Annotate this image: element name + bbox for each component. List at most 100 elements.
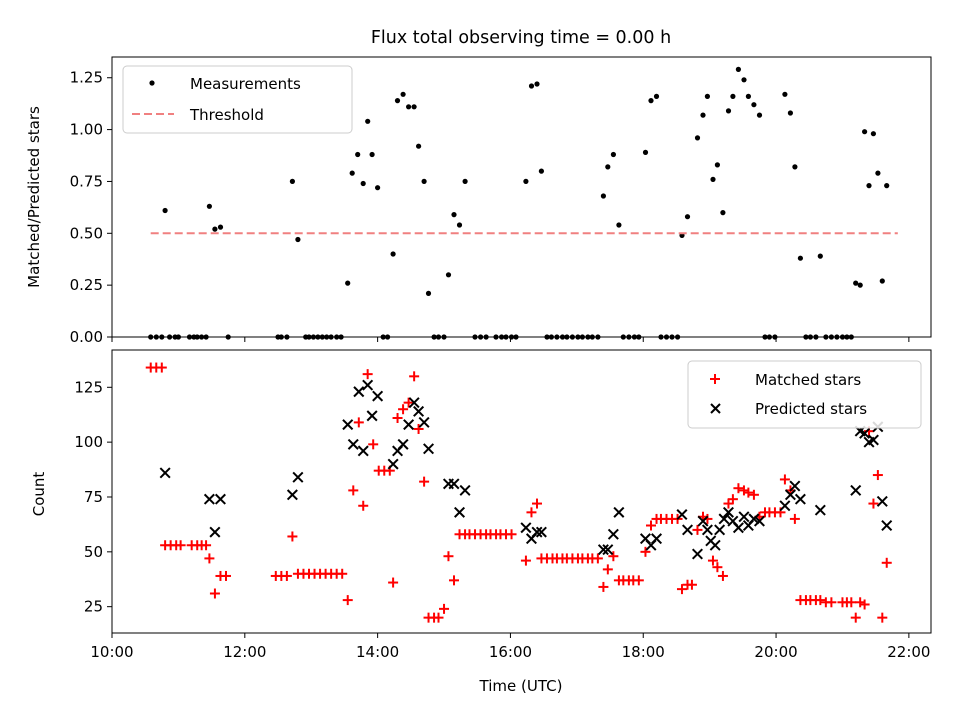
- measurement-point: [206, 203, 212, 209]
- predicted-star-point: [342, 419, 354, 431]
- matched-star-point: [392, 413, 403, 424]
- count-x-axis: 10:00 12:00 14:00 16:00 18:00 20:00 22:00: [90, 633, 930, 661]
- matched-star-point: [859, 599, 870, 610]
- y-tick-label: 75: [84, 488, 103, 506]
- count-y-axis-label: Count: [30, 472, 48, 517]
- predicted-star-point: [535, 526, 547, 538]
- matched-star-point: [592, 553, 603, 564]
- measurement-point: [375, 185, 381, 191]
- matched-star-point: [520, 555, 531, 566]
- y-tick-label: 1.25: [70, 69, 103, 87]
- measurement-point: [792, 164, 798, 170]
- predicted-stars-points: [159, 379, 893, 560]
- ratio-legend: Measurements Threshold: [122, 65, 353, 134]
- measurement-point: [782, 91, 788, 97]
- matched-star-point: [175, 540, 186, 551]
- matched-star-point: [362, 369, 373, 380]
- y-tick-label: 100: [74, 433, 103, 451]
- predicted-star-point: [597, 544, 609, 556]
- matched-star-point: [826, 597, 837, 608]
- count-x-axis-label: Time (UTC): [479, 677, 563, 695]
- measurement-point: [369, 151, 375, 158]
- predicted-star-point: [531, 526, 543, 538]
- y-tick-label: 0.00: [70, 328, 103, 346]
- predicted-star-point: [676, 509, 688, 521]
- matched-star-point: [342, 595, 353, 606]
- measurement-point: [400, 91, 406, 97]
- legend-predicted-marker: [710, 403, 721, 414]
- measurement-point: [605, 164, 611, 170]
- measurement-point: [875, 170, 881, 176]
- predicted-star-point: [403, 419, 415, 431]
- measurement-point: [870, 131, 877, 137]
- matched-star-point: [779, 474, 790, 485]
- x-tick-label: 10:00: [90, 643, 133, 661]
- measurement-point: [797, 255, 804, 261]
- y-tick-label: 0.75: [70, 172, 103, 190]
- x-tick-label: 12:00: [223, 643, 266, 661]
- matched-star-point: [692, 524, 703, 535]
- predicted-star-point: [292, 471, 304, 483]
- measurement-point: [741, 77, 747, 83]
- legend-threshold-label: Threshold: [189, 106, 264, 124]
- predicted-star-point: [387, 458, 399, 470]
- measurement-point: [295, 236, 301, 243]
- measurement-point: [720, 210, 726, 216]
- predicted-star-point: [459, 484, 471, 496]
- count-y-axis: 25 50 75 100 125: [74, 378, 112, 616]
- x-tick-label: 22:00: [887, 643, 930, 661]
- matched-star-point: [433, 612, 444, 623]
- matched-star-point: [403, 397, 414, 408]
- count-legend: Matched stars Predicted stars: [687, 360, 922, 429]
- measurement-point: [751, 102, 757, 108]
- measurement-point: [735, 66, 742, 72]
- predicted-star-point: [423, 443, 435, 455]
- predicted-star-point: [881, 519, 893, 532]
- predicted-star-point: [697, 515, 709, 527]
- measurement-point: [212, 226, 218, 232]
- measurement-point: [642, 149, 649, 155]
- x-tick-label: 14:00: [356, 643, 399, 661]
- measurement-point: [725, 108, 732, 114]
- measurement-point: [745, 93, 752, 99]
- measurement-point: [866, 183, 872, 189]
- predicted-star-point: [209, 526, 221, 538]
- matched-star-point: [598, 581, 609, 592]
- y-tick-label: 125: [74, 378, 103, 396]
- ratio-y-axis: 0.00 0.25 0.50 0.75 1.00 1.25: [70, 69, 112, 346]
- y-tick-label: 50: [84, 543, 103, 561]
- ratio-y-axis-label: Matched/Predicted stars: [25, 106, 43, 288]
- matched-star-point: [815, 595, 826, 606]
- measurement-point: [528, 83, 535, 89]
- predicted-star-point: [613, 506, 625, 518]
- measurement-point: [853, 280, 859, 286]
- measurement-point: [538, 168, 545, 174]
- matched-star-point: [727, 494, 738, 505]
- measurement-point: [879, 278, 885, 284]
- matched-star-point: [398, 404, 409, 415]
- predicted-star-point: [876, 495, 888, 507]
- matched-star-point: [506, 529, 517, 540]
- matched-star-point: [877, 612, 888, 623]
- matched-star-point: [748, 489, 759, 500]
- predicted-star-point: [454, 506, 466, 518]
- predicted-star-point: [784, 489, 796, 501]
- measurement-point: [445, 272, 452, 278]
- measurement-point: [710, 176, 716, 182]
- measurement-point: [406, 104, 412, 110]
- predicted-star-point: [397, 438, 409, 450]
- x-tick-label: 18:00: [622, 643, 665, 661]
- ratio-x-ticks: [111, 337, 910, 342]
- legend-measurements-marker: [149, 80, 155, 86]
- predicted-star-point: [718, 513, 730, 525]
- matched-star-point: [439, 603, 450, 614]
- matched-star-point: [448, 575, 459, 586]
- y-tick-label: 25: [84, 598, 103, 616]
- matched-star-point: [881, 557, 892, 568]
- measurement-point: [616, 222, 622, 228]
- legend-matched-label: Matched stars: [755, 371, 861, 389]
- measurement-point: [857, 282, 863, 288]
- predicted-star-point: [286, 489, 298, 501]
- count-panel: 25 50 75 100 125 10:00 12:00 14:00 16:00 18:00 20…: [30, 349, 932, 695]
- measurement-point: [425, 290, 432, 296]
